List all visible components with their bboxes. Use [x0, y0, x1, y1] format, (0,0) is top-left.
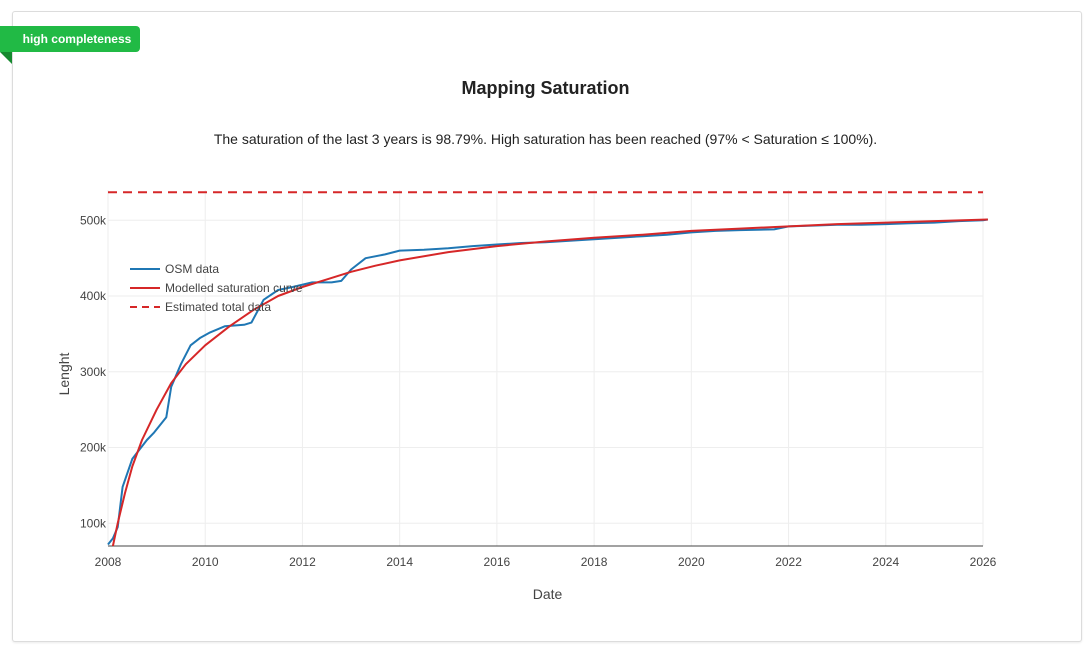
- y-tick-label: 300k: [80, 365, 107, 379]
- x-tick-label: 2008: [95, 555, 122, 569]
- x-tick-label: 2012: [289, 555, 316, 569]
- chart-title: Mapping Saturation: [461, 78, 630, 98]
- y-tick-label: 100k: [80, 516, 107, 530]
- y-tick-label: 500k: [80, 213, 107, 227]
- chart-grid: [107, 190, 984, 547]
- chart-legend: OSM data Modelled saturation curve Estimat…: [130, 262, 303, 314]
- x-tick-label: 2010: [192, 555, 219, 569]
- y-axis-title: Lenght: [56, 352, 72, 395]
- completeness-badge: high completeness: [0, 26, 140, 52]
- legend-label[interactable]: Modelled saturation curve: [165, 281, 303, 295]
- x-tick-label: 2014: [386, 555, 413, 569]
- y-tick-label: 400k: [80, 289, 107, 303]
- x-tick-label: 2020: [678, 555, 705, 569]
- chart-series: [107, 191, 989, 547]
- legend-label[interactable]: Estimated total data: [165, 300, 271, 314]
- x-tick-label: 2022: [775, 555, 802, 569]
- x-tick-label: 2018: [581, 555, 608, 569]
- report-card: [12, 11, 1082, 642]
- legend-label[interactable]: OSM data: [165, 262, 219, 276]
- x-tick-label: 2016: [484, 555, 511, 569]
- badge-fold-corner: [0, 52, 12, 64]
- x-axis-title: Date: [533, 586, 563, 602]
- x-tick-label: 2024: [872, 555, 899, 569]
- y-tick-label: 200k: [80, 441, 107, 455]
- chart-ticks: 2008 2010 2012 2014 2016 2018 2020 2022 2024 2026…: [80, 213, 997, 569]
- x-tick-label: 2026: [970, 555, 997, 569]
- modelled-saturation-line[interactable]: [111, 218, 988, 547]
- osm-data-line[interactable]: [107, 218, 989, 546]
- saturation-description: The saturation of the last 3 years is 98…: [213, 131, 878, 147]
